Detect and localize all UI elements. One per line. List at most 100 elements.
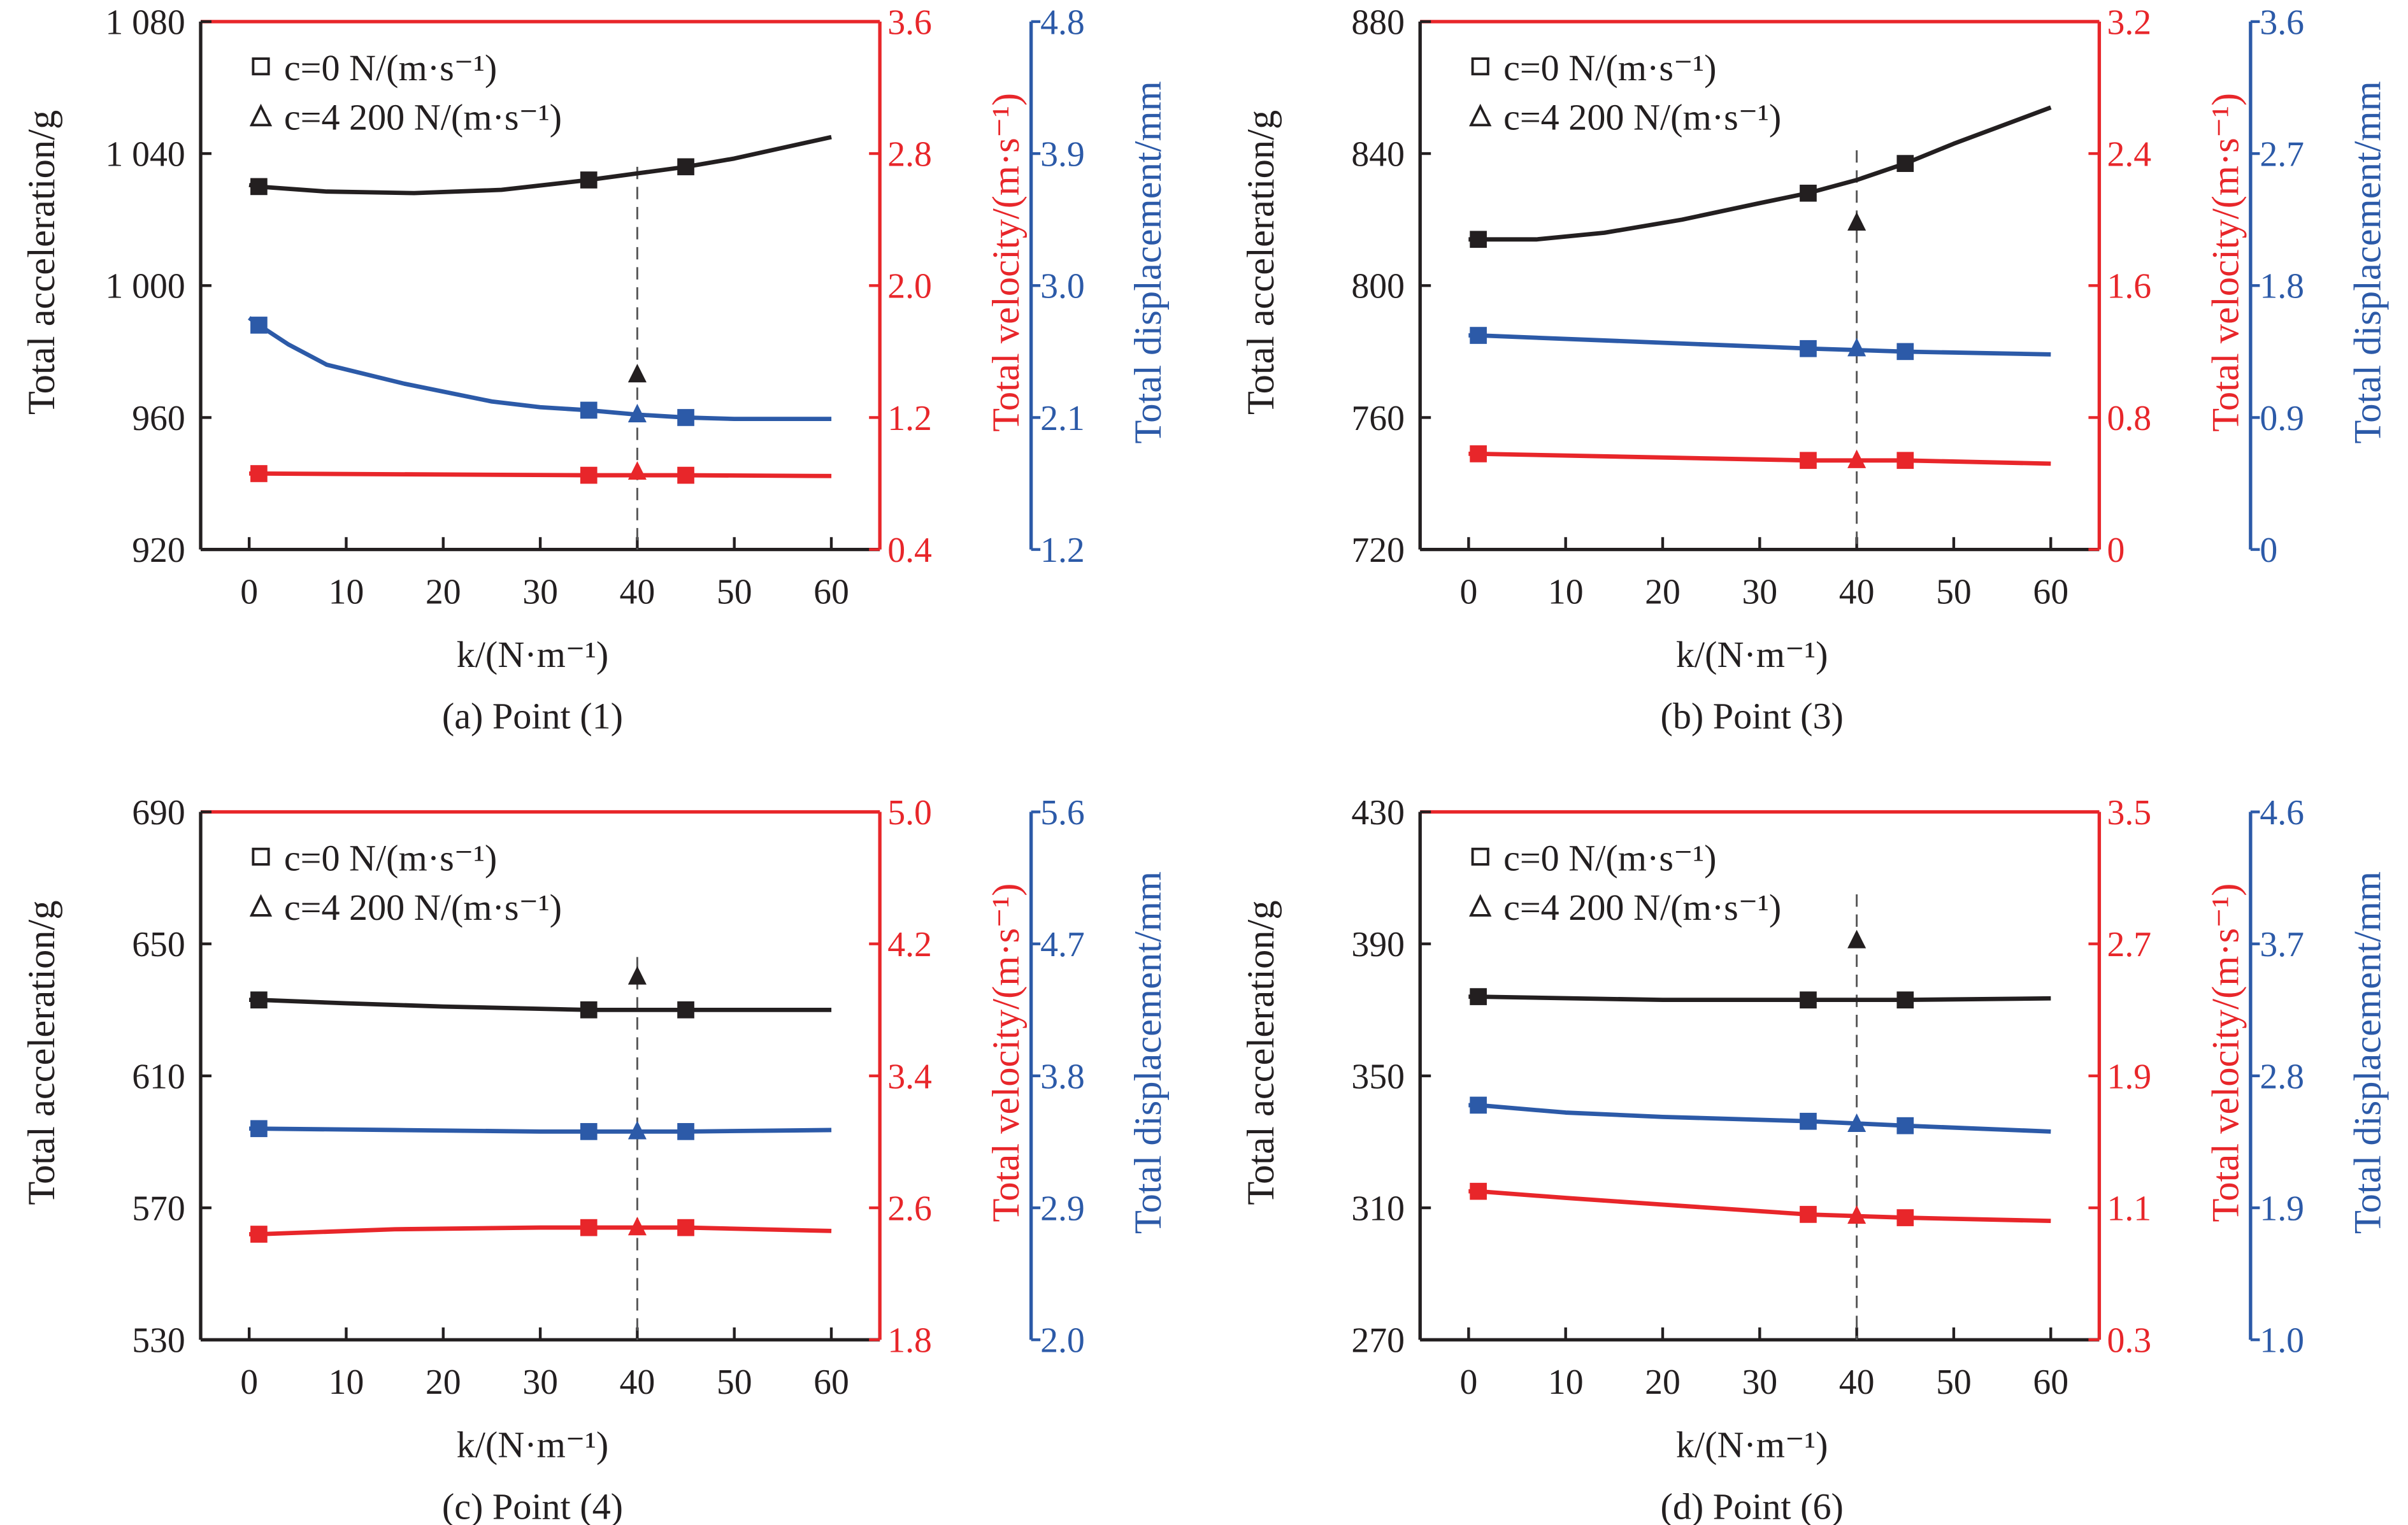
left-y-tick-label: 1 000 [105,267,185,306]
velocity-series [1468,1182,2051,1226]
chart-panel: 0 10 20 30 40 50 60 k/(N·m⁻¹) (b) Point (3) 720 76… [1240,3,2389,736]
x-tick-label: 20 [1645,1363,1681,1402]
displacement-series [1468,327,2051,361]
displacement-series [1468,1096,2051,1135]
velocity-square-marker [1470,1182,1487,1200]
left-y-tick-label: 570 [132,1189,185,1228]
displacement-line [1468,333,2051,357]
left-y-tick-label: 1 040 [105,134,185,174]
acceleration-square-marker [580,1001,598,1019]
legend-label: c=4 200 N/(m·s⁻¹) [1503,97,1781,138]
velocity-y-tick-label: 1.9 [2107,1057,2152,1096]
x-tick-label: 0 [1459,1363,1477,1402]
displacement-y-tick-label: 3.8 [1040,1057,1085,1096]
velocity-series [249,461,832,484]
velocity-square-marker [1470,445,1487,462]
velocity-y-tick-label: 2.7 [2107,925,2152,964]
left-y-tick-label: 350 [1351,1057,1405,1096]
displacement-square-marker [250,1120,268,1138]
x-tick-label: 10 [1548,1363,1584,1402]
velocity-square-marker [1896,1209,1914,1226]
legend-label: c=4 200 N/(m·s⁻¹) [284,887,562,928]
acceleration-series [1468,929,2051,1009]
left-y-axis-title: Total acceleration/g [20,900,63,1205]
displacement-y-tick-label: 0.9 [2260,399,2304,438]
left-y-tick-label: 270 [1351,1321,1405,1361]
displacement-y-tick-label: 1.0 [2260,1321,2304,1361]
legend-square-icon [252,57,270,76]
legend-label: c=0 N/(m·s⁻¹) [1503,47,1716,89]
left-y-tick-label: 800 [1351,267,1405,306]
displacement-square-marker [677,1123,694,1140]
x-tick-label: 40 [1839,572,1875,612]
velocity-triangle-marker [627,461,647,480]
chart-panel: 0 10 20 30 40 50 60 k/(N·m⁻¹) (a) Point (1) 920 96… [20,3,1170,736]
legend-triangle-icon [249,894,273,917]
acceleration-triangle-marker [1847,211,1867,231]
displacement-y-tick-label: 3.0 [1040,267,1085,306]
x-tick-label: 20 [426,572,461,612]
acceleration-triangle-marker [627,364,647,383]
displacement-y-tick-label: 3.6 [2260,3,2304,42]
acceleration-line [1468,994,2051,1003]
velocity-y-tick-label: 3.2 [2107,3,2152,42]
velocity-y-tick-label: 0 [2107,531,2125,570]
left-y-tick-label: 1 080 [105,3,185,42]
legend-label: c=0 N/(m·s⁻¹) [284,838,497,879]
velocity-y-tick-label: 2.8 [887,134,932,174]
x-axis-title: k/(N·m⁻¹) [457,1424,609,1465]
legend-label: c=0 N/(m·s⁻¹) [1503,838,1716,879]
velocity-axis-title: Total velocity/(m·s⁻¹) [985,884,1028,1222]
x-tick-label: 20 [1645,572,1681,612]
displacement-y-tick-label: 3.7 [2260,925,2304,964]
velocity-y-tick-label: 0.8 [2107,399,2152,438]
left-y-tick-label: 530 [132,1321,185,1361]
displacement-square-marker [580,1123,598,1140]
x-tick-label: 0 [240,1363,258,1402]
left-y-tick-label: 960 [132,399,185,438]
panel-caption: (a) Point (1) [442,696,623,737]
displacement-y-tick-label: 2.8 [2260,1057,2304,1096]
velocity-square-marker [580,1219,598,1236]
acceleration-square-marker [1896,991,1914,1009]
acceleration-square-marker [677,158,694,176]
velocity-line [249,1225,832,1236]
left-y-axis-title: Total acceleration/g [20,110,63,415]
x-tick-label: 40 [620,572,656,612]
velocity-square-marker [250,465,268,482]
acceleration-line [1468,105,2052,242]
acceleration-series [249,966,832,1019]
x-tick-label: 60 [813,1363,849,1402]
acceleration-square-marker [1800,991,1817,1009]
velocity-axis-title: Total velocity/(m·s⁻¹) [2204,884,2247,1222]
x-tick-label: 30 [1742,1363,1777,1402]
displacement-y-tick-label: 1.8 [2260,267,2304,306]
velocity-y-tick-label: 2.0 [887,267,932,306]
displacement-square-marker [250,317,268,334]
displacement-y-tick-label: 2.7 [2260,134,2304,174]
legend-square-icon [1471,847,1489,866]
x-tick-label: 50 [1936,572,1972,612]
left-y-tick-label: 920 [132,531,185,570]
x-tick-label: 30 [522,572,558,612]
displacement-y-tick-label: 4.8 [1040,3,1085,42]
panel-caption: (d) Point (6) [1660,1486,1843,1525]
velocity-square-marker [250,1226,268,1243]
displacement-y-tick-label: 2.0 [1040,1321,1085,1361]
panel-caption: (c) Point (4) [442,1486,623,1525]
x-tick-label: 60 [2033,1363,2068,1402]
x-tick-label: 20 [426,1363,461,1402]
left-y-tick-label: 650 [132,925,185,964]
displacement-triangle-marker [1847,1113,1867,1132]
displacement-axis-title: Total displacement/mm [2346,81,2389,443]
left-y-axis-title: Total acceleration/g [1240,110,1282,415]
left-y-tick-label: 720 [1351,531,1405,570]
acceleration-square-marker [580,171,598,189]
velocity-axis-title: Total velocity/(m·s⁻¹) [985,93,1028,432]
acceleration-square-marker [250,178,268,196]
x-tick-label: 60 [813,572,849,612]
displacement-square-marker [580,401,598,419]
velocity-series [249,1217,832,1243]
velocity-y-tick-label: 2.6 [887,1189,932,1228]
